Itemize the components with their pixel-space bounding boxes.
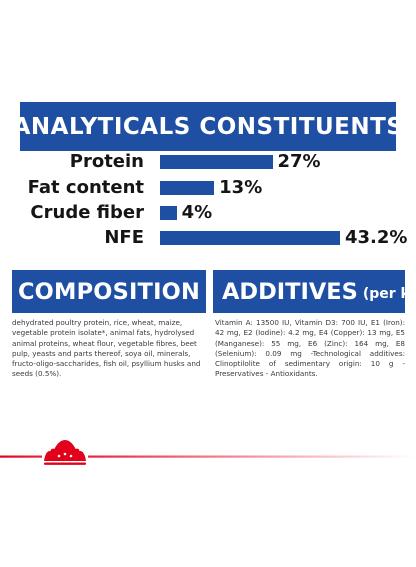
constituent-bar — [160, 231, 340, 245]
royal-canin-crown-icon — [44, 440, 86, 465]
divider-line-left — [0, 455, 42, 458]
constituent-row: Protein 27% — [0, 150, 416, 174]
divider-line-right — [88, 455, 416, 458]
constituent-value: 43.2% — [345, 227, 408, 248]
constituent-bar — [160, 206, 177, 220]
additives-heading: ADDITIVES — [222, 278, 358, 305]
composition-text: dehydrated poultry protein, rice, wheat,… — [12, 318, 201, 379]
constituent-label: NFE — [104, 227, 144, 248]
constituent-value: 27% — [277, 151, 321, 172]
constituent-label: Crude fiber — [30, 202, 144, 223]
constituent-row: Fat content 13% — [0, 176, 416, 200]
composition-heading: COMPOSITION — [17, 278, 201, 305]
additives-heading-sub: (per kg) — [362, 285, 405, 302]
constituent-row: NFE 43.2% — [0, 226, 416, 250]
additives-banner: ADDITIVES(per kg) — [213, 270, 405, 313]
constituent-label: Protein — [69, 151, 144, 172]
constituent-row: Crude fiber 4% — [0, 201, 416, 225]
additives-text: Vitamin A: 13500 IU, Vitamin D3: 700 IU,… — [215, 318, 405, 379]
constituent-value: 13% — [219, 177, 263, 198]
constituent-label: Fat content — [27, 177, 144, 198]
analyticals-title: ANALYTICALS CONSTITUENTS — [20, 113, 396, 140]
constituent-bar — [160, 155, 273, 169]
analyticals-banner: ANALYTICALS CONSTITUENTS — [20, 102, 396, 151]
constituent-value: 4% — [181, 202, 213, 223]
constituent-bar — [160, 181, 215, 195]
composition-banner: COMPOSITION — [12, 270, 206, 313]
brand-divider — [0, 440, 416, 465]
